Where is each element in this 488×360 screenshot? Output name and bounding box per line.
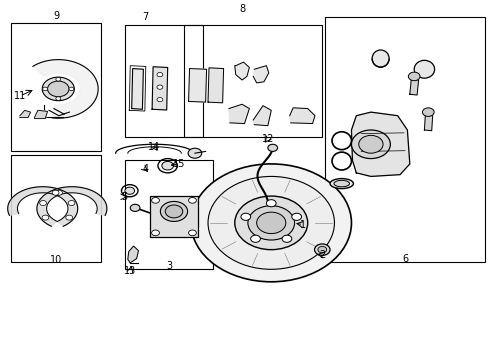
Polygon shape: [253, 66, 268, 83]
Circle shape: [52, 190, 59, 195]
Text: 2: 2: [319, 250, 325, 260]
Circle shape: [160, 202, 187, 221]
Circle shape: [40, 201, 46, 206]
Text: 5: 5: [121, 192, 127, 202]
Bar: [324, 18, 484, 262]
Bar: [183, 24, 322, 137]
Polygon shape: [234, 62, 249, 80]
Text: 7: 7: [142, 12, 148, 22]
Polygon shape: [127, 246, 138, 263]
Text: 13: 13: [124, 266, 136, 276]
Polygon shape: [253, 106, 271, 126]
Circle shape: [191, 164, 351, 282]
Bar: [11, 23, 101, 152]
Polygon shape: [33, 60, 98, 118]
Circle shape: [267, 144, 277, 152]
Circle shape: [207, 176, 334, 269]
Circle shape: [151, 198, 159, 203]
Circle shape: [42, 215, 49, 220]
Polygon shape: [152, 67, 167, 110]
Polygon shape: [8, 187, 78, 226]
Circle shape: [130, 204, 140, 211]
Circle shape: [250, 235, 260, 242]
Text: 10: 10: [50, 255, 62, 265]
Circle shape: [241, 213, 250, 220]
Circle shape: [358, 135, 382, 153]
Polygon shape: [188, 68, 206, 102]
Text: 3: 3: [166, 261, 172, 271]
Circle shape: [282, 235, 291, 242]
Circle shape: [291, 213, 301, 220]
Text: 14: 14: [148, 142, 161, 152]
Polygon shape: [228, 104, 249, 123]
Circle shape: [266, 200, 276, 207]
Text: 15: 15: [172, 159, 184, 169]
Circle shape: [47, 81, 69, 97]
Circle shape: [151, 230, 159, 236]
Circle shape: [188, 198, 196, 203]
Polygon shape: [20, 111, 30, 117]
Text: 4: 4: [142, 164, 148, 174]
Circle shape: [188, 148, 201, 158]
Circle shape: [351, 130, 389, 158]
Circle shape: [42, 77, 74, 101]
Bar: [125, 24, 203, 137]
Text: 8: 8: [239, 4, 245, 14]
Ellipse shape: [329, 179, 353, 189]
Text: 12: 12: [261, 134, 273, 144]
Polygon shape: [207, 68, 223, 103]
Circle shape: [422, 108, 433, 116]
Polygon shape: [131, 68, 143, 109]
Polygon shape: [409, 79, 418, 95]
Polygon shape: [351, 112, 409, 176]
Circle shape: [157, 85, 163, 89]
Circle shape: [65, 215, 72, 220]
Circle shape: [124, 187, 134, 194]
Circle shape: [188, 230, 196, 236]
Ellipse shape: [333, 180, 349, 187]
Circle shape: [256, 212, 285, 234]
Text: 1: 1: [300, 220, 306, 230]
Circle shape: [157, 98, 163, 102]
Circle shape: [247, 206, 294, 240]
Circle shape: [162, 161, 173, 170]
Text: 9: 9: [53, 12, 59, 21]
Circle shape: [56, 190, 62, 195]
Polygon shape: [37, 187, 107, 226]
Polygon shape: [34, 111, 47, 118]
Bar: [149, 196, 198, 237]
Circle shape: [234, 196, 307, 249]
Ellipse shape: [371, 50, 388, 67]
Circle shape: [42, 87, 47, 91]
Ellipse shape: [413, 60, 434, 78]
Circle shape: [68, 201, 75, 206]
Text: 6: 6: [401, 254, 407, 264]
Circle shape: [407, 72, 419, 81]
Circle shape: [69, 87, 74, 91]
Circle shape: [165, 205, 183, 218]
Polygon shape: [289, 108, 314, 123]
Circle shape: [314, 244, 329, 255]
Circle shape: [56, 97, 61, 100]
Circle shape: [157, 72, 163, 77]
Text: 11: 11: [14, 91, 26, 101]
Polygon shape: [424, 115, 432, 131]
Bar: [125, 160, 212, 269]
Circle shape: [317, 247, 326, 253]
Circle shape: [56, 77, 61, 81]
Bar: [11, 155, 101, 262]
